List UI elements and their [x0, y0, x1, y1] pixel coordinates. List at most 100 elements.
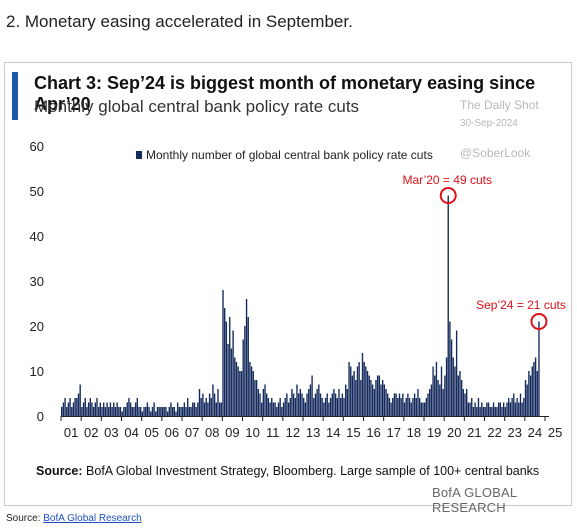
bar	[257, 389, 260, 416]
y-tick-label: 50	[30, 184, 44, 199]
bar	[121, 411, 123, 416]
bar	[166, 411, 169, 416]
bar	[410, 402, 412, 416]
bar	[113, 402, 115, 416]
bar	[210, 398, 212, 416]
bar	[466, 389, 468, 416]
bar	[116, 402, 118, 416]
bar	[529, 375, 532, 416]
bar	[151, 407, 154, 416]
bar	[239, 371, 241, 416]
bar	[508, 398, 510, 416]
bar	[240, 371, 243, 416]
bar	[392, 398, 394, 416]
bar	[370, 380, 372, 416]
bar	[69, 398, 71, 416]
bar	[492, 402, 495, 416]
bar	[64, 398, 66, 416]
x-tick-label: 20	[447, 425, 461, 440]
bar	[412, 398, 414, 416]
bar	[338, 389, 340, 416]
bar	[455, 330, 458, 416]
credit-line: Source: BofA Global Research	[6, 513, 142, 524]
bar	[250, 366, 253, 416]
bar	[368, 375, 370, 416]
bar	[454, 366, 456, 416]
bar	[143, 407, 145, 416]
x-tick-label: 17	[387, 425, 401, 440]
bar	[197, 402, 199, 416]
bar	[469, 402, 471, 416]
bar	[516, 398, 518, 416]
bar	[212, 384, 214, 416]
bar	[292, 393, 295, 416]
bar	[418, 398, 421, 416]
bar	[128, 398, 130, 416]
bar	[375, 380, 377, 416]
x-tick-label: 13	[306, 425, 320, 440]
bar	[153, 402, 155, 416]
bar	[185, 407, 187, 416]
bar	[482, 407, 485, 416]
bar	[286, 393, 288, 416]
y-tick-label: 0	[37, 409, 44, 424]
bar	[281, 407, 283, 416]
bar	[494, 407, 496, 416]
x-tick-label: 04	[124, 425, 138, 440]
bar	[287, 402, 290, 416]
bar	[398, 393, 401, 416]
credit-link[interactable]: BofA Global Research	[43, 513, 142, 524]
bar	[272, 402, 275, 416]
x-tick-label: 09	[225, 425, 239, 440]
bar	[538, 321, 540, 416]
bar	[109, 402, 112, 416]
bar	[420, 402, 423, 416]
bar	[252, 371, 254, 416]
bar	[146, 402, 149, 416]
bar	[435, 362, 438, 416]
bar	[358, 362, 360, 416]
brand-label: BofA GLOBAL RESEARCH	[432, 485, 517, 515]
bar	[279, 398, 281, 416]
bar	[168, 407, 170, 416]
x-tick-label: 08	[205, 425, 219, 440]
chart-subtitle: Monthly global central bank policy rate …	[34, 97, 360, 116]
bar	[97, 407, 100, 416]
x-tick-label: 15	[346, 425, 360, 440]
bar	[464, 393, 466, 416]
bar	[356, 366, 359, 416]
bar	[321, 398, 323, 416]
bar	[523, 398, 525, 416]
bar	[222, 290, 224, 416]
x-tick-label: 10	[245, 425, 259, 440]
bar	[225, 321, 228, 416]
bar	[408, 398, 411, 416]
bar	[264, 384, 266, 416]
bar	[176, 402, 179, 416]
chart-source: Source: BofA Global Investment Strategy,…	[36, 464, 539, 478]
bar	[324, 398, 327, 416]
bar	[86, 407, 88, 416]
bar	[266, 393, 268, 416]
bar	[82, 402, 85, 416]
bar	[134, 402, 137, 416]
bar	[388, 398, 391, 416]
bar	[138, 407, 140, 416]
bar	[497, 402, 500, 416]
bar	[267, 398, 270, 416]
bar	[94, 402, 96, 416]
bar	[533, 362, 535, 416]
bar	[366, 371, 369, 416]
bar	[303, 398, 305, 416]
bar	[380, 384, 382, 416]
bar	[276, 407, 278, 416]
bar	[277, 402, 280, 416]
x-tick-label: 01	[64, 425, 78, 440]
bar	[405, 398, 407, 416]
bar	[395, 393, 397, 416]
bar	[249, 362, 251, 416]
bar	[385, 389, 387, 416]
bar	[242, 339, 244, 416]
bar	[400, 398, 402, 416]
bar	[156, 407, 159, 416]
